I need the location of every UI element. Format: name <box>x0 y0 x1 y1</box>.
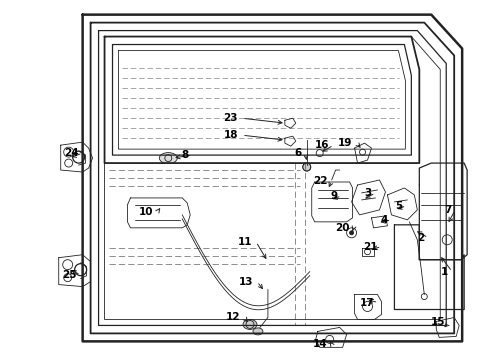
Text: 20: 20 <box>335 223 349 233</box>
Text: 3: 3 <box>364 188 371 198</box>
Text: 17: 17 <box>360 297 374 307</box>
Text: 2: 2 <box>417 233 424 243</box>
Text: 25: 25 <box>62 270 76 280</box>
Text: 16: 16 <box>315 140 330 150</box>
Text: 4: 4 <box>380 215 388 225</box>
Text: 1: 1 <box>441 267 448 276</box>
Text: 11: 11 <box>238 237 252 247</box>
Text: 5: 5 <box>395 201 402 211</box>
Text: 21: 21 <box>363 242 377 252</box>
Circle shape <box>349 231 354 235</box>
Text: 14: 14 <box>313 339 328 349</box>
Ellipse shape <box>243 319 257 329</box>
Ellipse shape <box>159 153 177 163</box>
Text: 9: 9 <box>331 191 338 201</box>
Text: 24: 24 <box>64 148 78 158</box>
Ellipse shape <box>253 328 263 335</box>
Text: 12: 12 <box>225 312 240 323</box>
Circle shape <box>303 163 311 171</box>
Text: 7: 7 <box>444 205 451 215</box>
Text: 6: 6 <box>294 148 302 158</box>
Text: 23: 23 <box>223 113 238 123</box>
Text: 8: 8 <box>181 150 188 160</box>
Text: 22: 22 <box>313 176 328 186</box>
Text: 18: 18 <box>223 130 238 140</box>
Text: 13: 13 <box>239 276 253 287</box>
Text: 10: 10 <box>139 207 153 217</box>
Text: 19: 19 <box>338 138 353 148</box>
Text: 15: 15 <box>431 318 445 328</box>
